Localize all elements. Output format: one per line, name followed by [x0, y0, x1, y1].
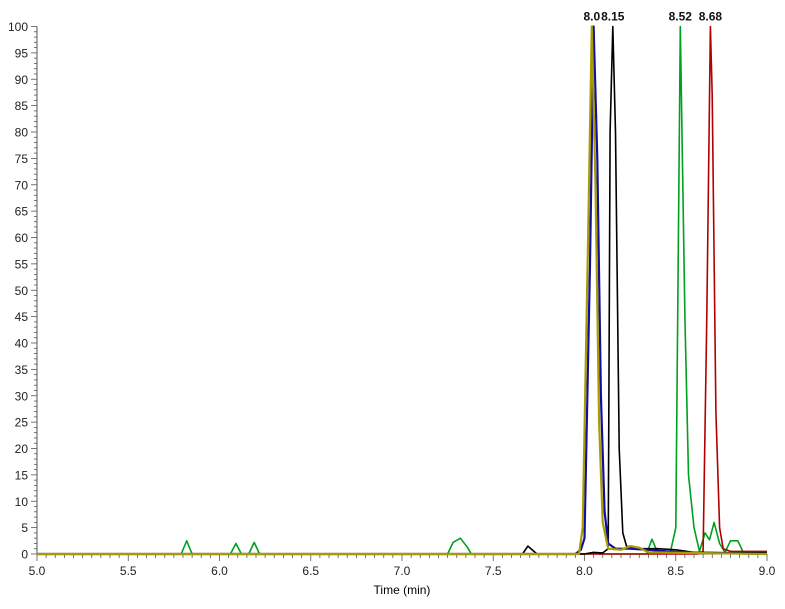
- y-tick-label: 55: [15, 257, 29, 271]
- x-tick-label: 8.0: [576, 564, 593, 578]
- y-tick-label: 15: [15, 468, 29, 482]
- series-line-2: [37, 25, 768, 555]
- series-line-0: [37, 25, 767, 555]
- peak-labels: 8.0 8.15 8.52 8.68: [583, 10, 722, 24]
- series-lines: [37, 25, 768, 556]
- y-tick-label: 35: [15, 363, 29, 377]
- y-tick-label: 10: [15, 495, 29, 509]
- peak-label: 8.52: [669, 10, 693, 24]
- x-axis-label: Time (min): [374, 583, 431, 597]
- y-tick-label: 25: [15, 416, 29, 430]
- peak-label: 8.68: [699, 10, 723, 24]
- x-tick-label: 8.5: [667, 564, 684, 578]
- y-tick-label: 70: [15, 178, 29, 192]
- y-tick-label: 20: [15, 442, 29, 456]
- y-tick-label: 95: [15, 46, 29, 60]
- peak-label: 8.0: [583, 10, 600, 24]
- y-tick-label: 80: [15, 126, 29, 140]
- y-tick-label: 40: [15, 337, 29, 351]
- peak-label: 8.15: [601, 10, 625, 24]
- x-tick-label: 7.5: [485, 564, 502, 578]
- y-tick-label: 45: [15, 310, 29, 324]
- x-tick-label: 9.0: [759, 564, 776, 578]
- y-tick-label: 30: [15, 389, 29, 403]
- x-tick-label: 6.5: [302, 564, 319, 578]
- y-tick-label: 65: [15, 205, 29, 219]
- series-line-4: [37, 25, 768, 556]
- y-tick-label: 85: [15, 99, 29, 113]
- x-tick-label: 7.0: [394, 564, 411, 578]
- x-tick-label: 5.0: [29, 564, 46, 578]
- y-tick-label: 60: [15, 231, 29, 245]
- y-tick-label: 5: [21, 521, 28, 535]
- y-tick-label: 100: [8, 20, 28, 34]
- y-tick-label: 50: [15, 284, 29, 298]
- series-line-1: [37, 25, 767, 555]
- axes: 0 5 10 15 20 25 30 35 40 45 50 55 60 65 70 75 80 85 90 95 10…: [8, 20, 776, 578]
- y-tick-label: 90: [15, 73, 29, 87]
- series-line-3: [37, 25, 768, 556]
- x-tick-label: 5.5: [120, 564, 137, 578]
- y-tick-label: 75: [15, 152, 29, 166]
- y-tick-label: 0: [21, 548, 28, 562]
- x-tick-label: 6.0: [211, 564, 228, 578]
